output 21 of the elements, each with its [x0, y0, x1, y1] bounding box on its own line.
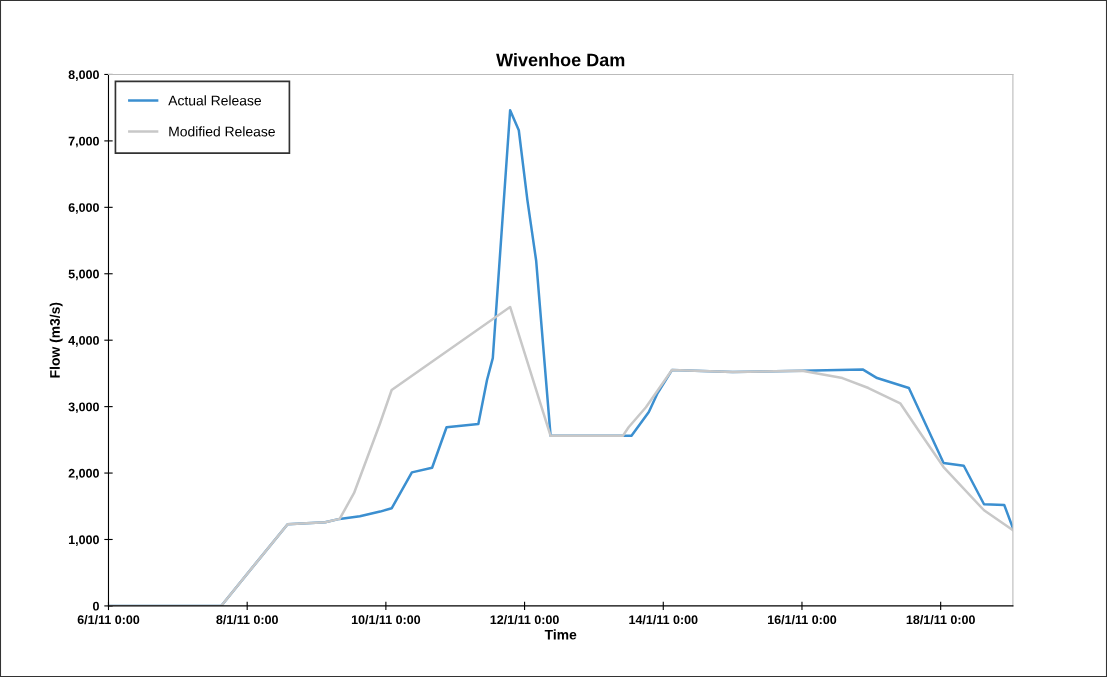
- x-tick-label: 18/1/11 0:00: [906, 614, 975, 625]
- x-tick-label: 6/1/11 0:00: [77, 614, 140, 625]
- y-tick-label: 0: [93, 601, 99, 611]
- x-tick-label: 14/1/11 0:00: [629, 614, 698, 625]
- y-tick-label: 4,000: [68, 335, 99, 347]
- y-tick-label: 6,000: [68, 203, 99, 214]
- x-tick-label: 8/1/11 0:00: [216, 614, 278, 625]
- legend-label: Actual Release: [168, 95, 262, 106]
- x-tick-label: 16/1/11 0:00: [768, 614, 837, 625]
- x-tick-label: 12/1/11 0:00: [490, 614, 559, 625]
- y-tick-label: 8,000: [68, 70, 99, 81]
- chart-title: Wivenhoe Dam: [496, 53, 625, 67]
- x-tick-label: 10/1/11 0:00: [351, 614, 421, 625]
- y-axis-title: Flow (m3/s): [49, 302, 63, 378]
- legend-label: Modified Release: [169, 126, 275, 137]
- y-tick-label: 2,000: [68, 468, 99, 480]
- y-tick-label: 7,000: [68, 136, 99, 148]
- x-axis-title: Time: [544, 629, 577, 640]
- y-tick-label: 5,000: [68, 269, 99, 281]
- y-tick-label: 3,000: [68, 402, 99, 414]
- y-tick-label: 1,000: [68, 535, 99, 546]
